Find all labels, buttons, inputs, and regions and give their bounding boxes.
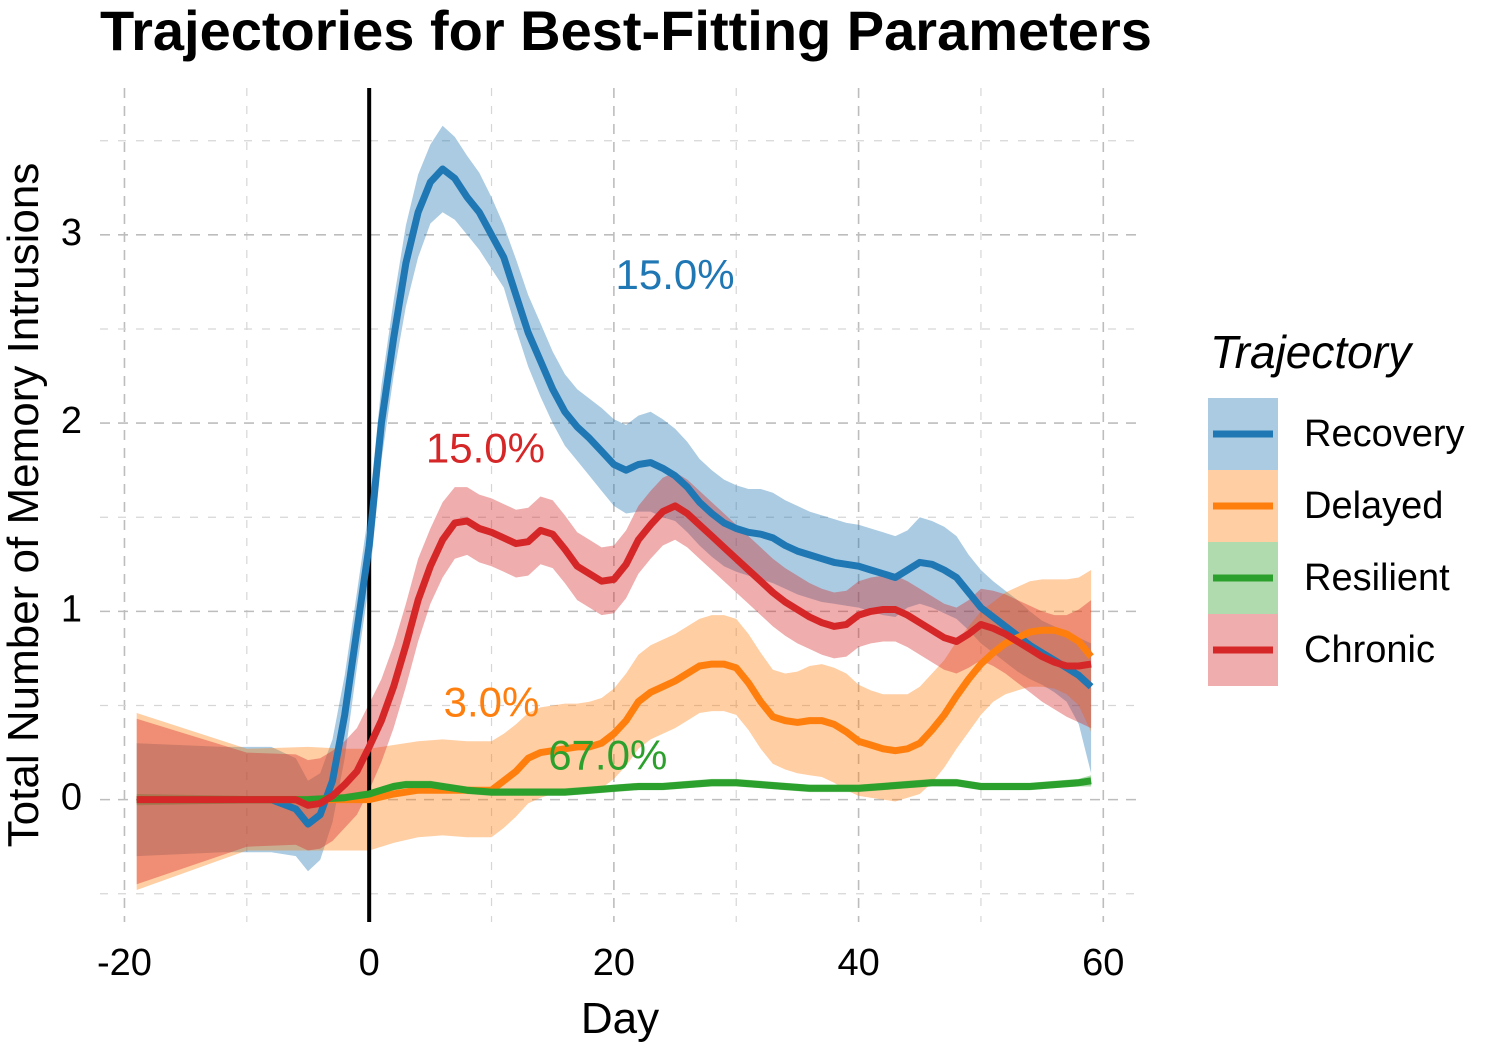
- x-tick-label: -20: [97, 942, 152, 984]
- axis-ticks: -20 0 20 40 60 0 1 2 3: [61, 212, 1125, 984]
- legend-item-recovery: Recovery: [1208, 398, 1465, 470]
- legend-label: Chronic: [1304, 629, 1435, 671]
- x-axis-label: Day: [581, 994, 659, 1043]
- percent-label-delayed: 3.0%: [444, 679, 540, 726]
- percent-label-recovery: 15.0%: [616, 251, 735, 298]
- percent-label-resilient: 67.0%: [548, 731, 667, 778]
- line-resilient: [136, 777, 1092, 804]
- x-tick-label: 40: [837, 942, 879, 984]
- legend: Trajectory Recovery Delayed Resilient Chron…: [1208, 326, 1465, 686]
- y-tick-label: 2: [61, 400, 82, 442]
- y-tick-label: 1: [61, 588, 82, 630]
- legend-item-delayed: Delayed: [1208, 470, 1443, 542]
- legend-label: Delayed: [1304, 485, 1443, 527]
- band-chronic: [136, 472, 1092, 885]
- legend-item-resilient: Resilient: [1208, 542, 1450, 614]
- x-tick-label: 0: [359, 942, 380, 984]
- band-recovery: [136, 125, 1092, 872]
- line-delayed: [136, 626, 1094, 804]
- y-axis-label: Total Number of Memory Intrusions: [0, 163, 48, 848]
- series-labels: 15.0% 3.0%67.0% 15.0%: [426, 251, 735, 778]
- legend-item-chronic: Chronic: [1208, 614, 1435, 686]
- line-chronic: [136, 502, 1092, 809]
- y-tick-label: 0: [61, 777, 82, 819]
- line-recovery: [136, 165, 1094, 828]
- legend-label: Resilient: [1304, 557, 1450, 599]
- x-tick-label: 60: [1082, 942, 1124, 984]
- legend-title: Trajectory: [1210, 326, 1414, 378]
- x-tick-label: 20: [593, 942, 635, 984]
- y-tick-label: 3: [61, 212, 82, 254]
- chart-title: Trajectories for Best-Fitting Parameters: [100, 0, 1152, 62]
- percent-label-chronic: 15.0%: [426, 424, 545, 471]
- legend-label: Recovery: [1304, 413, 1465, 455]
- series-lines: [136, 165, 1094, 828]
